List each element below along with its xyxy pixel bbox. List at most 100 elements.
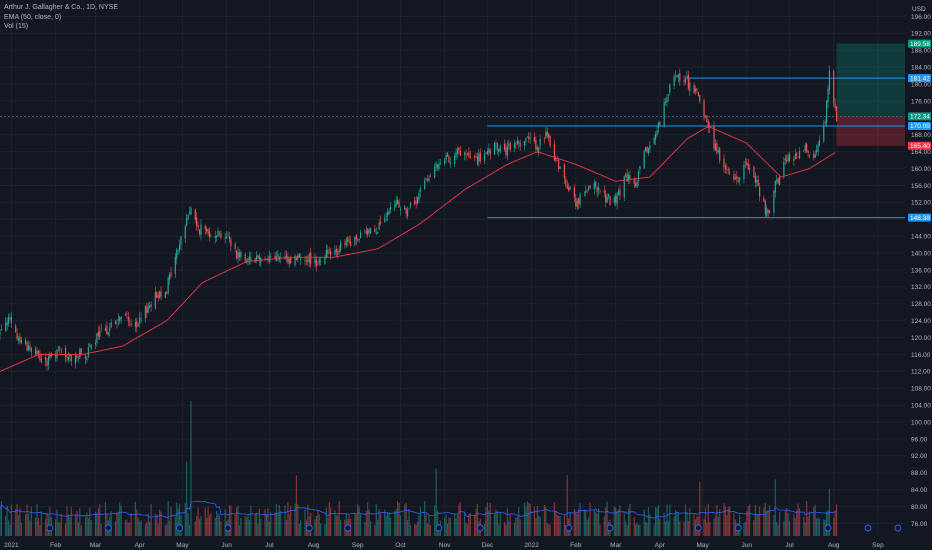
volume-bar (6, 505, 8, 536)
ema-indicator-label[interactable]: EMA (50, close, 0) (4, 13, 62, 21)
volume-bar (599, 524, 601, 536)
volume-bar (637, 524, 640, 536)
volume-bar (593, 510, 595, 536)
volume-bar (518, 507, 520, 536)
volume-bar (374, 524, 376, 536)
y-tick-label: 100.00 (911, 419, 931, 426)
volume-bar (816, 518, 818, 536)
y-tick-label: 96.00 (911, 436, 928, 443)
candle-body (793, 159, 795, 162)
volume-bar (110, 511, 112, 536)
volume-bar (693, 513, 695, 536)
candle-body (746, 162, 748, 166)
volume-bar (833, 517, 835, 536)
volume-bar (237, 505, 239, 536)
candle-body (528, 136, 530, 140)
candle-body (347, 237, 349, 242)
volume-bar (496, 512, 498, 536)
event-marker-icon (606, 524, 614, 532)
volume-bar (25, 514, 27, 536)
candle-body (429, 176, 432, 177)
volume-bar (17, 515, 20, 536)
volume-bar (60, 513, 62, 536)
candle-body (320, 261, 322, 262)
volume-bar (218, 515, 221, 536)
candle-body (17, 338, 20, 341)
volume-bar (224, 509, 226, 536)
candle-body (797, 156, 799, 158)
candle-body (466, 153, 469, 154)
candle-body (26, 342, 28, 351)
volume-indicator-label[interactable]: Vol (15) (4, 23, 29, 30)
candle-body (150, 304, 152, 307)
candle-body (375, 232, 377, 234)
x-tick-label: Feb (570, 542, 582, 549)
volume-bar (97, 508, 99, 536)
volume-bar (340, 519, 342, 536)
volume-bar (616, 511, 618, 536)
volume-bar (337, 515, 339, 536)
volume-bar (117, 511, 119, 536)
volume-ma-line (0, 500, 837, 519)
volume-bar (325, 507, 327, 536)
volume-bar (285, 519, 288, 536)
volume-bar (94, 512, 97, 536)
candle-body (0, 329, 3, 331)
x-tick-label: 2021 (4, 542, 19, 549)
volume-bar (129, 522, 131, 536)
candle-body (130, 323, 132, 326)
volume-bar (578, 509, 580, 536)
candle-body (579, 194, 581, 206)
volume-bar (495, 509, 497, 536)
price-tag-label: 165.40 (910, 143, 930, 150)
candle-body (486, 151, 489, 155)
candle-body (408, 208, 410, 210)
volume-bar (270, 512, 272, 536)
volume-bar (248, 520, 251, 536)
candle-body (235, 250, 238, 258)
volume-bar (817, 517, 819, 536)
candle-body (206, 228, 208, 232)
volume-bar (499, 512, 501, 536)
volume-bar (287, 502, 289, 536)
candle-body (144, 306, 146, 319)
candle-body (30, 348, 32, 353)
volume-bar (686, 511, 688, 536)
candle-body (250, 256, 252, 261)
candle-body (338, 249, 340, 252)
candle-body (37, 351, 40, 354)
volume-bar (623, 511, 625, 536)
candle-body (526, 137, 528, 138)
volume-bar (186, 461, 188, 536)
price-tag-line: 181.42 (908, 74, 931, 82)
volume-bar (509, 513, 511, 536)
volume-bar (168, 520, 171, 536)
volume-bar (657, 505, 660, 536)
candle-body (298, 253, 300, 258)
candle-body (335, 248, 337, 253)
volume-bar (444, 517, 446, 536)
volume-bar (257, 523, 259, 536)
candle-body (503, 143, 506, 150)
candle-body (140, 318, 142, 319)
volume-bar (525, 507, 527, 536)
volume-bar (576, 513, 578, 536)
candle-body (369, 228, 372, 234)
candle-body (368, 229, 370, 234)
volume-bar (16, 503, 18, 536)
volume-bar (104, 501, 107, 536)
candle-body (156, 291, 158, 298)
volume-bar (357, 504, 359, 536)
volume-bar (389, 517, 392, 536)
volume-bar (619, 505, 621, 536)
candle-body (613, 197, 615, 203)
volume-bar (716, 505, 718, 536)
candle-body (495, 142, 497, 144)
x-tick-label: Nov (439, 542, 451, 549)
candle-body (766, 208, 768, 217)
candle-body (434, 166, 436, 178)
candle-body (227, 235, 229, 237)
candle-body (677, 74, 679, 78)
volume-bar (649, 514, 651, 536)
